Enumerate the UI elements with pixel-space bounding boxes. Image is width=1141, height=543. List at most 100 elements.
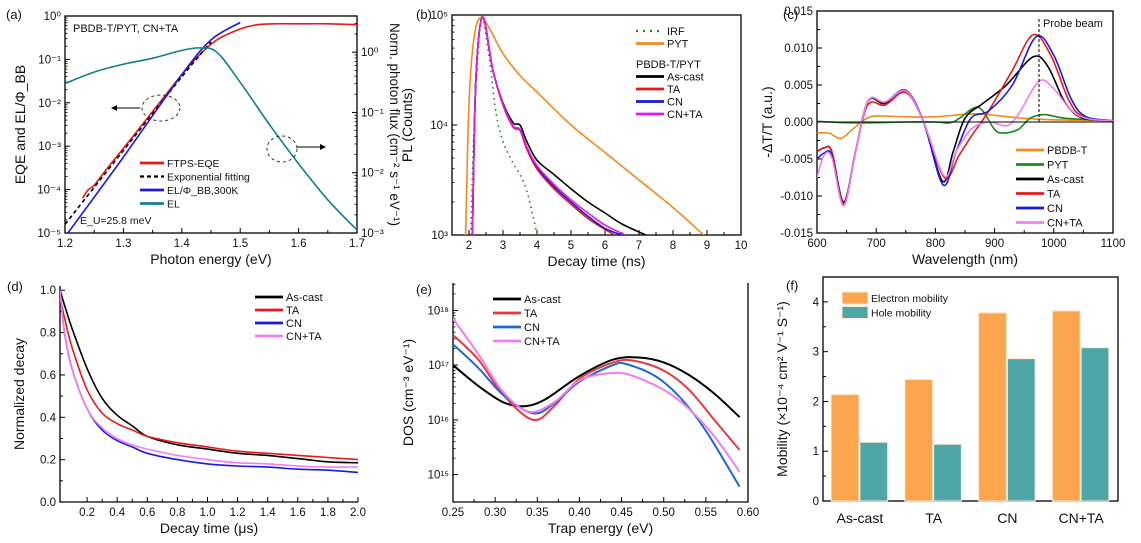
legend-label: EL/Φ_BB,300K [167,185,238,197]
y-tick-label: 0.005 [784,80,813,92]
legend-label: PBDB-T [1047,145,1088,157]
arrow-head [111,105,117,111]
panel-b: (b) 2 3 4 5 6 7 8 9 10 10³ 10⁴ 10⁵ Decay time (ns) PL … [399,7,747,269]
series-line-cn-ta [453,318,741,473]
x-tick-label: 1000 [1041,238,1067,250]
series-line-ta [453,334,741,451]
legend-label: As-cast [667,72,704,84]
y-tick-label: -0.015 [780,228,813,240]
panel-c: (c) 600 700 800 900 1000 1100 -0.015 -0.010 -0.00… [759,6,1125,267]
axis-frame [822,276,1119,502]
x-tick-label: 0.25 [442,507,464,519]
bar-hole-cn [1006,358,1036,502]
y-tick-label: 0.2 [40,455,56,467]
legend-label: CN+TA [286,331,322,343]
series-group [65,21,357,233]
legend-label: FTPS-EQE [167,158,220,170]
x-tick-label: 0.45 [610,507,632,519]
y-tick-label: -0.010 [780,191,813,203]
bar-hole-ta [933,443,962,502]
legend-label: Hole mobility [871,308,932,320]
x-tick-label: 0.8 [169,507,185,519]
legend-swatch [841,306,869,319]
bar-hole-cn-ta [1080,347,1110,502]
legend-label: CN+TA [1047,218,1083,230]
x-tick-label: 9 [704,240,710,252]
x-tick-label: 0.50 [653,507,675,519]
series-line-cn-ta [471,16,626,235]
series-line-exponential-fitting [65,41,212,225]
panel-label: (c) [783,7,798,22]
series-line-cn [60,290,358,474]
legend-label: As-cast [1047,174,1084,186]
panel-label: (b) [416,7,432,22]
legend-label: CN [1047,203,1063,215]
series-line-el-bb-300k [67,21,241,233]
bar-electron-cn [978,312,1007,502]
x-tick-label: 8 [670,240,676,252]
x-tick-label: 0.55 [695,507,717,519]
x-tick-label: 6 [602,240,608,252]
x-tick-label: 4 [534,240,541,252]
series-line-el [65,47,357,231]
series-line-pbdb-t [817,113,1113,140]
series-line-as-cast [453,356,741,418]
legend-label: PYT [1047,160,1069,172]
panel-f: (f) 0 1 2 3 4 Mobility (×10⁻⁴ cm² V⁻¹ S⁻¹) As-c… [774,276,1119,526]
panel-label: (a) [6,7,22,22]
series-line-ta [60,296,358,461]
y-tick-label: 10¹⁶ [428,415,450,427]
panel-label: (e) [416,282,432,297]
x-tick-label: 1.2 [230,507,246,519]
panel-label: (d) [7,279,23,294]
bar-hole-as-cast [859,441,889,502]
x-tick-label: 800 [926,238,945,250]
x-tick-label: 1.0 [199,507,215,519]
series-line-ta [471,16,616,235]
x-tick-label: 0.2 [79,507,95,519]
x-tick-label: 5 [568,240,574,252]
y-right-tick-label: 10⁻³ [361,228,384,240]
panel-label: (f) [786,278,798,293]
axis-frame [452,283,749,503]
y-tick-label: 10¹⁸ [428,305,450,317]
y-tick-label: 10⁰ [44,11,62,23]
y-axis-label: Mobility (×10⁻⁴ cm² V⁻¹ S⁻¹) [774,301,790,477]
legend-label: CN+TA [667,109,703,121]
x-tick-label: 700 [867,238,886,250]
x-tick-label: 0.40 [568,507,590,519]
x-tick-label: 0.30 [484,507,506,519]
bar-electron-as-cast [830,393,860,502]
series-group [464,15,705,235]
y-tick-label: 0.8 [40,328,56,340]
x-tick-label: 1.6 [290,507,306,519]
x-tick-label: 1.3 [115,238,131,250]
x-tick-label: 1.2 [57,238,73,250]
arrow-head [320,144,326,150]
y-right-tick-label: 10⁻² [361,168,384,180]
x-tick-label: 1100 [1101,238,1126,250]
annotation-urbach-energy: E_U=25.8 meV [80,215,152,227]
annotation-sample: PBDB-T/PYT, CN+TA [73,23,179,35]
x-axis-label: Decay time (μs) [160,520,258,536]
legend-label: IRF [667,26,685,38]
legend-label: As-cast [286,292,323,304]
y-tick-label: 10⁻² [38,98,61,110]
series-line-as-cast [60,289,358,464]
x-axis-label: Wavelength (nm) [912,251,1018,267]
panel-d: (d) 0.2 0.4 0.6 0.8 1.0 1.2 1.4 1.6 1.8 2.0 0.0 0.2 0… [7,279,366,536]
x-tick-label: 1.4 [174,238,191,250]
x-axis-label: Decay time (ns) [547,253,645,269]
legend-label: TA [1047,189,1061,201]
bar-electron-ta [904,379,934,502]
y-tick-label: 4 [813,297,820,309]
x-tick-label: 0.60 [737,507,759,519]
x-axis-label: Trap energy (eV) [548,520,653,536]
y-tick-label: 0.015 [784,6,813,18]
x-tick-label: 1.8 [320,507,336,519]
y-tick-label: 10⁴ [430,120,448,132]
y-tick-label: 1 [813,446,819,458]
ellipse-marker [141,94,181,122]
y-tick-label: 10⁻³ [38,141,61,153]
legend-label: TA [286,305,300,317]
